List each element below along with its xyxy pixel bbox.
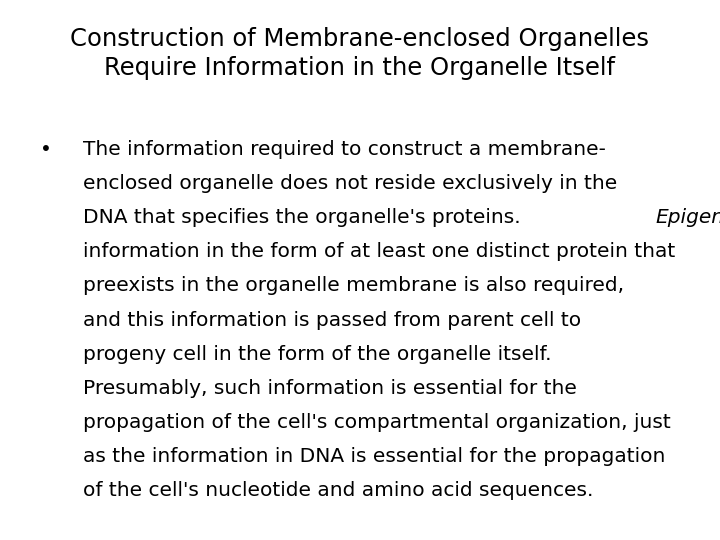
Text: DNA that specifies the organelle's proteins.: DNA that specifies the organelle's prote… (83, 208, 527, 227)
Text: of the cell's nucleotide and amino acid sequences.: of the cell's nucleotide and amino acid … (83, 481, 593, 500)
Text: progeny cell in the form of the organelle itself.: progeny cell in the form of the organell… (83, 345, 552, 363)
Text: propagation of the cell's compartmental organization, just: propagation of the cell's compartmental … (83, 413, 670, 431)
Text: enclosed organelle does not reside exclusively in the: enclosed organelle does not reside exclu… (83, 174, 617, 193)
Text: Construction of Membrane-enclosed Organelles
Require Information in the Organell: Construction of Membrane-enclosed Organe… (71, 27, 649, 80)
Text: Presumably, such information is essential for the: Presumably, such information is essentia… (83, 379, 577, 397)
Text: Epigenetic: Epigenetic (656, 208, 720, 227)
Text: preexists in the organelle membrane is also required,: preexists in the organelle membrane is a… (83, 276, 624, 295)
Text: as the information in DNA is essential for the propagation: as the information in DNA is essential f… (83, 447, 665, 465)
Text: and this information is passed from parent cell to: and this information is passed from pare… (83, 310, 581, 329)
Text: The information required to construct a membrane-: The information required to construct a … (83, 140, 606, 159)
Text: •: • (40, 140, 51, 159)
Text: information in the form of at least one distinct protein that: information in the form of at least one … (83, 242, 675, 261)
